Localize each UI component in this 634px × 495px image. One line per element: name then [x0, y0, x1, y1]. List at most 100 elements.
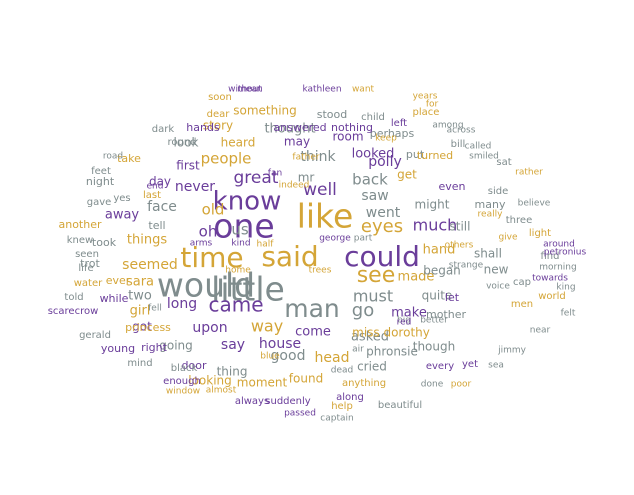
word-perhaps: perhaps	[370, 127, 415, 140]
word-princess: princess	[125, 321, 171, 334]
word-find: find	[541, 251, 560, 262]
word-place: place	[413, 107, 440, 118]
word-never: never	[175, 179, 215, 195]
word-still: still	[450, 220, 471, 234]
word-see: see	[357, 263, 396, 288]
word-upon: upon	[192, 320, 227, 336]
word-day: day	[149, 175, 171, 189]
word-years: years	[413, 92, 438, 102]
word-must: must	[353, 287, 393, 306]
word-take: take	[117, 152, 141, 165]
word-around: around	[543, 240, 575, 250]
word-make: make	[391, 306, 427, 321]
word-cried: cried	[357, 360, 387, 374]
word-strange: strange	[449, 261, 484, 271]
word-men: men	[511, 299, 533, 310]
word-head: head	[315, 350, 350, 366]
word-mind: mind	[127, 358, 152, 369]
word-knew: knew	[67, 235, 93, 246]
word-fell: fell	[148, 304, 162, 314]
word-while: while	[100, 292, 129, 305]
word-help: help	[331, 401, 353, 412]
word-water: water	[74, 278, 103, 289]
word-made: made	[398, 270, 435, 285]
word-began: began	[423, 264, 461, 278]
word-away: away	[105, 208, 140, 223]
word-eyes: eyes	[361, 216, 403, 237]
word-girl: girl	[130, 304, 151, 319]
word-got: got	[132, 320, 152, 334]
word-smiled: smiled	[469, 152, 499, 162]
word-went: went	[366, 205, 401, 221]
word-rather: rather	[515, 168, 543, 178]
word-told: told	[64, 292, 83, 303]
word-end: end	[147, 182, 164, 192]
word-room: room	[332, 130, 363, 144]
word-two: two	[128, 289, 152, 304]
word-red: red	[397, 318, 412, 328]
word-stood: stood	[317, 108, 348, 121]
word-arms: arms	[190, 239, 213, 249]
word-seen: seen	[75, 249, 99, 260]
word-turned: turned	[417, 149, 453, 162]
word-suddenly: suddenly	[265, 396, 311, 407]
word-polly: polly	[368, 154, 402, 170]
word-side: side	[488, 186, 509, 197]
word-almost: almost	[206, 386, 237, 396]
word-along: along	[336, 392, 364, 403]
word-going: going	[159, 339, 193, 353]
word-found: found	[289, 372, 323, 386]
word-would: would	[157, 266, 255, 305]
word-young: young	[101, 342, 135, 355]
word-half: half	[257, 240, 275, 250]
word-give: give	[498, 233, 518, 243]
word-across: across	[447, 126, 476, 136]
word-left: left	[391, 118, 407, 129]
word-trees: trees	[309, 266, 332, 276]
word-towards: towards	[532, 274, 568, 284]
word-tell: tell	[148, 219, 165, 232]
word-voice: voice	[486, 282, 510, 292]
word-really: really	[478, 210, 504, 220]
word-little: little	[211, 270, 285, 309]
word-door: door	[182, 359, 207, 372]
word-home: home	[225, 266, 251, 276]
word-phronsie: phronsie	[366, 345, 418, 359]
word-better: better	[420, 316, 448, 326]
word-mother: mother	[426, 308, 466, 321]
word-near: near	[530, 326, 551, 336]
word-part: part	[354, 234, 373, 244]
word-answered: answered	[273, 121, 326, 134]
word-gave: gave	[87, 197, 112, 208]
word-called: called	[465, 142, 492, 152]
word-new: new	[484, 263, 509, 277]
word-man: man	[284, 294, 340, 323]
word-sat: sat	[496, 157, 511, 168]
word-things: things	[127, 233, 167, 248]
word-think: think	[300, 149, 336, 165]
word-said: said	[261, 240, 318, 273]
word-hand: hand	[423, 243, 456, 258]
word-way: way	[251, 317, 283, 336]
word-child: child	[361, 112, 385, 123]
word-world: world	[538, 291, 566, 302]
word-life: life	[78, 263, 93, 274]
word-say: say	[221, 337, 245, 353]
word-sara: sara	[126, 275, 154, 290]
word-seemed: seemed	[122, 257, 178, 273]
word-may: may	[284, 135, 310, 149]
word-feet: feet	[91, 166, 111, 177]
word-know: know	[213, 187, 282, 217]
word-let: let	[445, 291, 460, 304]
word-thought: thought	[264, 122, 315, 137]
word-asked: asked	[351, 330, 389, 345]
word-look: look	[174, 136, 199, 150]
word-gerald: gerald	[79, 330, 111, 341]
word-story: story	[203, 119, 233, 133]
word-heard: heard	[221, 136, 256, 150]
word-black: black	[171, 363, 198, 374]
word-good: good	[271, 348, 306, 364]
word-moment: moment	[237, 376, 288, 390]
